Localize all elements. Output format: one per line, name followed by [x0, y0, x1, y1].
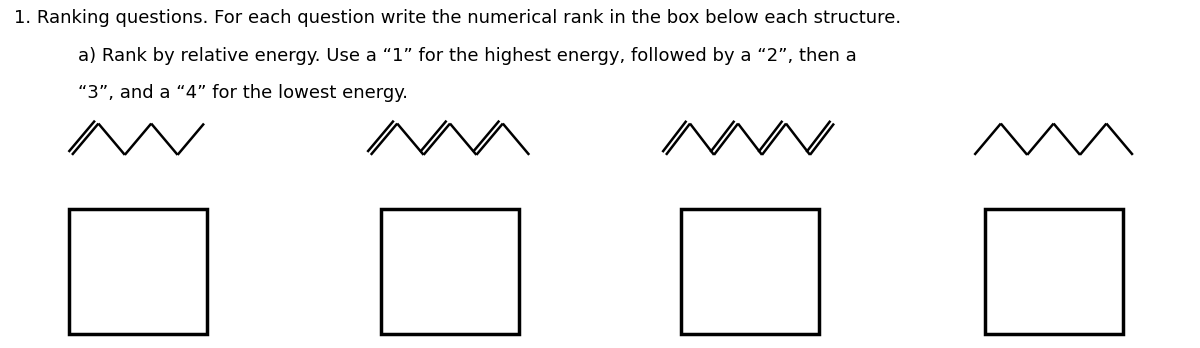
Bar [382, 209, 520, 334]
Text: a) Rank by relative energy. Use a “1” for the highest energy, followed by a “2”,: a) Rank by relative energy. Use a “1” fo… [78, 47, 857, 65]
Text: 1. Ranking questions. For each question write the numerical rank in the box belo: 1. Ranking questions. For each question … [14, 9, 901, 27]
Bar [682, 209, 818, 334]
Bar [70, 209, 208, 334]
Text: “3”, and a “4” for the lowest energy.: “3”, and a “4” for the lowest energy. [78, 84, 408, 102]
Bar [985, 209, 1123, 334]
